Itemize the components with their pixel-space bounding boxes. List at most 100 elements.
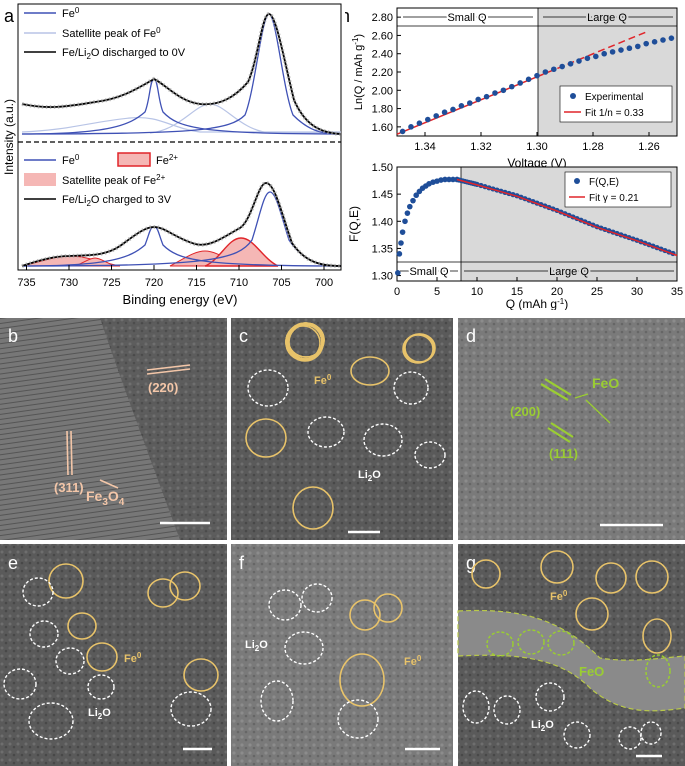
e-li2o-label: Li2O: [88, 707, 111, 721]
h-top-legend-exp: Experimental: [585, 92, 643, 103]
h-top-point: [509, 83, 515, 90]
h-top-point: [567, 60, 574, 67]
h-bot-point: [402, 218, 408, 225]
panel-g: g Fe0 FeO Li2O: [457, 544, 685, 766]
h-top-point: [525, 76, 532, 83]
panel-b: b (220) (311) Fe3O4: [0, 318, 227, 540]
h-bot-ylabel: F(Q,E): [347, 206, 361, 242]
h-top-point: [450, 106, 456, 113]
label-fe3o4: Fe3O4: [86, 488, 125, 508]
panel-h-charts: h Small Q Large Q 1.34 1.32 1.30 1.28 1.26 1.…: [345, 6, 683, 310]
svg-text:Fe/Li2O discharged to 0V: Fe/Li2O discharged to 0V: [62, 47, 186, 61]
c-li2o-label: Li2O: [358, 469, 381, 483]
h-top-point: [500, 87, 507, 94]
h-bot-point: [446, 176, 452, 183]
h-top-point: [559, 63, 565, 70]
panel-a-xps-chart: a Intensity (a.u.) Fe0 Satellite peak of…: [2, 3, 342, 307]
h-bot-legend-f: F(Q,E): [589, 177, 619, 188]
h-bottom-chart: Small Q Large Q 0 5 10 15 20 25 30 35 1.30 1.35 1.…: [347, 162, 683, 310]
h-bot-point: [398, 240, 404, 246]
panel-d: d FeO (200) (111): [458, 318, 685, 540]
d-feo-label: FeO: [592, 375, 619, 391]
h-bot-point: [454, 176, 460, 183]
h-top-point: [483, 93, 490, 100]
svg-text:Fe2+: Fe2+: [156, 153, 178, 167]
h-bot-point: [450, 176, 456, 183]
h-bot-point: [410, 197, 416, 204]
h-bot-xtick-label: 35: [671, 286, 683, 298]
h-top-point: [660, 37, 666, 43]
h-bot-point: [413, 192, 419, 199]
h-top-ytick-label: 2.40: [372, 49, 393, 61]
a-xtick-label: 735: [17, 277, 35, 289]
h-bot-xtick-label: 30: [631, 286, 643, 298]
h-top-point: [425, 116, 431, 123]
h-top-point: [609, 49, 616, 55]
panel-a-frame: [17, 3, 342, 271]
h-top-point: [542, 69, 549, 75]
h-top-point: [593, 53, 599, 60]
h-top-small-q: Small Q: [447, 12, 487, 24]
h-top-chart: Small Q Large Q 1.34 1.32 1.30 1.28 1.26 1.60…: [351, 7, 678, 170]
h-top-point: [534, 72, 540, 79]
panel-h-letter: h: [345, 6, 350, 26]
h-top-point: [492, 90, 498, 96]
panel-f: f Fe0 Li2O: [231, 544, 453, 766]
panel-b-letter: b: [8, 326, 18, 346]
a-xtick-label: 720: [145, 277, 163, 289]
h-top-point: [601, 50, 607, 57]
h-top-ytick-label: 2.00: [372, 85, 393, 97]
h-bot-point: [404, 210, 411, 216]
h-top-point: [475, 96, 481, 103]
a-xtick-label: 700: [315, 277, 333, 289]
f-li2o-label: Li2O: [245, 639, 268, 653]
h-bot-ytick-label: 1.45: [372, 189, 393, 201]
h-top-ytick-label: 2.60: [372, 30, 393, 42]
panel-a-x-axis: 735 730 725 720 715 710 705 700: [17, 265, 333, 289]
h-top-point: [584, 55, 591, 62]
a-xtick-label: 730: [60, 277, 78, 289]
h-top-point: [635, 43, 641, 50]
panel-e: e Fe0 Li2O: [0, 544, 227, 766]
h-top-xtick-label: 1.28: [582, 141, 603, 153]
h-bot-legend-fit: Fit γ = 0.21: [589, 193, 639, 204]
panel-g-letter: g: [466, 553, 476, 573]
h-top-point: [576, 58, 582, 64]
f-fe0-label: Fe0: [404, 654, 422, 668]
h-bot-xtick-label: 0: [394, 286, 400, 298]
h-bot-point: [396, 251, 403, 257]
a-xtick-label: 710: [230, 277, 248, 289]
panel-a-ylabel: Intensity (a.u.): [2, 99, 16, 175]
h-top-point: [399, 128, 406, 135]
a-xtick-label: 705: [272, 277, 290, 289]
h-top-xtick-label: 1.34: [414, 141, 435, 153]
h-top-ytick-label: 1.80: [372, 104, 393, 116]
h-top-xtick-label: 1.26: [638, 141, 659, 153]
top-sat-1: [21, 116, 341, 133]
label-220: (220): [148, 380, 178, 395]
h-top-ytick-label: 2.20: [372, 67, 393, 79]
svg-text:Satellite peak of Fe0: Satellite peak of Fe0: [62, 26, 161, 40]
h-bot-small-q: Small Q: [409, 266, 449, 278]
panel-f-letter: f: [239, 553, 245, 573]
h-top-point: [517, 80, 523, 86]
h-bot-xlabel: Q (mAh g-1): [506, 297, 568, 310]
h-bot-xtick-label: 20: [551, 286, 563, 298]
h-bot-point: [399, 229, 406, 235]
h-top-point: [668, 35, 675, 41]
h-bot-ytick-label: 1.50: [372, 162, 393, 174]
h-top-point: [458, 103, 465, 109]
c-fe0-label: Fe0: [314, 373, 332, 387]
svg-text:Satellite peak of Fe2+: Satellite peak of Fe2+: [62, 173, 166, 187]
d-111-label: (111): [549, 446, 578, 461]
h-top-point: [408, 124, 414, 130]
h-bot-xtick-label: 15: [511, 286, 523, 298]
h-top-point: [643, 40, 649, 47]
label-311: (311): [54, 480, 84, 495]
h-bot-xtick-label: 5: [434, 286, 440, 298]
h-bot-ytick-label: 1.30: [372, 271, 393, 283]
h-bot-ytick-label: 1.40: [372, 216, 393, 228]
h-bot-ytick-label: 1.35: [372, 243, 393, 255]
panel-d-letter: d: [466, 326, 476, 346]
svg-text:Fe0: Fe0: [62, 153, 80, 167]
